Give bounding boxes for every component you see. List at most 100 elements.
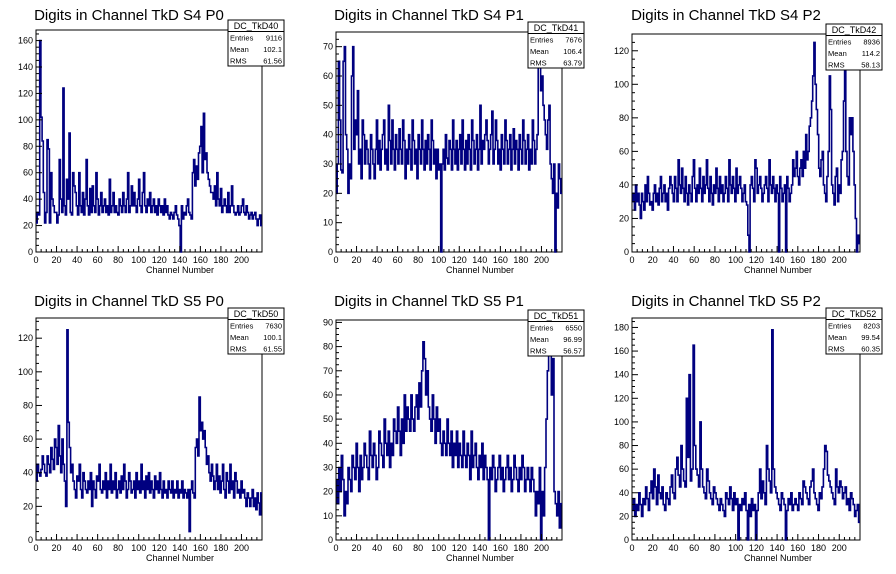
stats-value: 99.54 <box>861 333 880 342</box>
y-tick-label: 30 <box>323 159 333 169</box>
y-tick-label: 0 <box>28 247 33 257</box>
x-tick-label: 120 <box>452 543 467 553</box>
stats-label: Entries <box>230 322 254 331</box>
stats-label: Mean <box>530 47 549 56</box>
x-tick-label: 0 <box>629 543 634 553</box>
x-tick-label: 60 <box>93 255 103 265</box>
y-tick-label: 40 <box>23 194 33 204</box>
y-tick-label: 120 <box>18 333 33 343</box>
x-tick-label: 180 <box>513 543 528 553</box>
x-tick-label: 20 <box>52 543 62 553</box>
stats-label: RMS <box>530 347 547 356</box>
x-tick-label: 140 <box>172 543 187 553</box>
y-tick-label: 60 <box>323 390 333 400</box>
x-tick-label: 120 <box>749 255 764 265</box>
y-tick-label: 80 <box>23 141 33 151</box>
x-tick-label: 200 <box>534 543 549 553</box>
histogram-series-line <box>36 39 262 253</box>
y-tick-label: 140 <box>18 62 33 72</box>
y-tick-label: 0 <box>624 535 629 545</box>
stats-value: 114.2 <box>862 49 880 58</box>
stats-value: 8936 <box>863 38 880 47</box>
chart-title: Digits in Channel TkD S5 P1 <box>334 293 524 310</box>
y-tick-label: 40 <box>323 130 333 140</box>
stats-box <box>527 309 585 357</box>
stats-label: Mean <box>828 333 847 342</box>
stats-name: DC_TkD52 <box>832 309 877 319</box>
stats-name: DC_TkD41 <box>534 23 579 33</box>
chart-panel: Digits in Channel TkD S4 P0 0 20 40 60 80 100 1… <box>18 7 285 275</box>
x-tick-label: 160 <box>193 255 208 265</box>
x-tick-label: 180 <box>811 255 826 265</box>
stats-label: Mean <box>230 333 249 342</box>
x-tick-label: 180 <box>811 543 826 553</box>
x-axis-label: Channel Number <box>146 553 214 563</box>
stats-value: 56.57 <box>563 347 582 356</box>
x-tick-label: 20 <box>648 543 658 553</box>
x-tick-label: 20 <box>648 255 658 265</box>
y-tick-label: 40 <box>619 488 629 498</box>
y-tick-label: 40 <box>23 468 33 478</box>
x-tick-label: 140 <box>472 255 487 265</box>
y-tick-label: 90 <box>323 317 333 327</box>
x-tick-label: 80 <box>710 543 720 553</box>
y-tick-label: 20 <box>323 487 333 497</box>
histogram-series-line <box>632 329 860 541</box>
x-tick-label: 60 <box>689 255 699 265</box>
y-tick-label: 80 <box>323 342 333 352</box>
x-tick-label: 200 <box>832 543 847 553</box>
x-tick-label: 200 <box>234 255 249 265</box>
stats-value: 7630 <box>265 322 282 331</box>
x-tick-label: 80 <box>710 255 720 265</box>
y-tick-label: 160 <box>18 36 33 46</box>
y-tick-label: 180 <box>614 322 629 332</box>
x-tick-label: 40 <box>668 255 678 265</box>
y-tick-label: 0 <box>328 247 333 257</box>
x-tick-label: 40 <box>372 543 382 553</box>
x-tick-label: 140 <box>770 255 785 265</box>
x-tick-label: 180 <box>213 543 228 553</box>
y-tick-label: 10 <box>323 511 333 521</box>
stats-label: Entries <box>530 36 554 45</box>
x-tick-label: 60 <box>393 543 403 553</box>
y-tick-label: 70 <box>323 42 333 52</box>
stats-label: RMS <box>828 61 845 70</box>
y-tick-label: 20 <box>619 213 629 223</box>
y-tick-label: 40 <box>323 438 333 448</box>
y-tick-label: 80 <box>23 400 33 410</box>
stats-box <box>825 307 883 355</box>
stats-value: 58.13 <box>861 61 880 70</box>
x-tick-label: 100 <box>131 543 146 553</box>
x-tick-label: 60 <box>393 255 403 265</box>
stats-value: 9116 <box>266 34 282 43</box>
stats-label: Mean <box>828 49 847 58</box>
x-tick-label: 160 <box>790 255 805 265</box>
x-tick-label: 20 <box>52 255 62 265</box>
x-tick-label: 140 <box>770 543 785 553</box>
x-tick-label: 0 <box>333 255 338 265</box>
x-tick-label: 200 <box>234 543 249 553</box>
y-tick-label: 50 <box>323 414 333 424</box>
x-axis-label: Channel Number <box>446 553 514 563</box>
stats-value: 61.55 <box>263 345 282 354</box>
x-axis-label: Channel Number <box>744 553 812 563</box>
y-tick-label: 50 <box>323 100 333 110</box>
stats-value: 60.35 <box>861 345 880 354</box>
stats-label: RMS <box>230 57 247 66</box>
y-tick-label: 40 <box>619 180 629 190</box>
x-tick-label: 200 <box>832 255 847 265</box>
y-tick-label: 30 <box>323 462 333 472</box>
x-tick-label: 0 <box>33 543 38 553</box>
stats-box <box>227 19 285 67</box>
x-tick-label: 120 <box>452 255 467 265</box>
chart-title: Digits in Channel TkD S4 P2 <box>631 7 821 24</box>
y-tick-label: 60 <box>23 168 33 178</box>
y-tick-label: 80 <box>619 441 629 451</box>
chart-panel: Digits in Channel TkD S5 P2 0 20 40 60 80 100 1… <box>614 293 883 563</box>
histogram-series-line <box>632 41 860 253</box>
stats-value: 61.56 <box>263 57 282 66</box>
y-tick-label: 100 <box>18 367 33 377</box>
y-tick-label: 120 <box>614 393 629 403</box>
y-tick-label: 120 <box>18 88 33 98</box>
x-axis-label: Channel Number <box>744 265 812 275</box>
